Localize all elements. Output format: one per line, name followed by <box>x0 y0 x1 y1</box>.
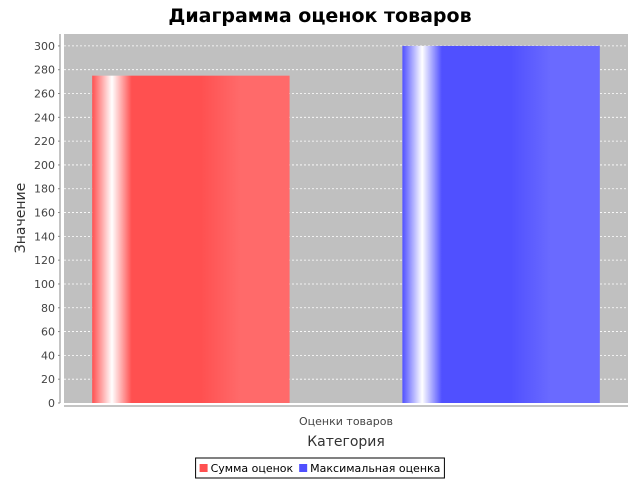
y-tick-label: 300 <box>34 40 55 53</box>
bar-sum <box>92 75 290 404</box>
y-tick-label: 80 <box>41 302 55 315</box>
legend-item: Максимальная оценка <box>299 462 440 475</box>
y-tick-label: 200 <box>34 159 55 172</box>
y-axis-label: Значение <box>13 183 29 253</box>
chart-title: Диаграмма оценок товаров <box>168 5 471 27</box>
legend-label: Сумма оценок <box>211 462 294 475</box>
y-tick-label: 100 <box>34 278 55 291</box>
x-tick-label: Оценки товаров <box>299 415 393 428</box>
y-tick-label: 20 <box>41 373 55 386</box>
y-tick-label: 180 <box>34 183 55 196</box>
legend-swatch <box>199 464 208 472</box>
bars <box>92 45 600 404</box>
y-tick-label: 0 <box>48 397 55 410</box>
x-axis: Оценки товаров <box>64 405 628 428</box>
y-tick-label: 240 <box>34 111 55 124</box>
legend-label: Максимальная оценка <box>310 462 440 475</box>
y-tick-label: 60 <box>41 326 55 339</box>
y-tick-label: 120 <box>34 254 55 267</box>
legend-swatch <box>299 464 308 472</box>
y-tick-label: 260 <box>34 88 55 101</box>
legend: Сумма оценок Максимальная оценка <box>195 457 445 479</box>
y-tick-label: 220 <box>34 135 55 148</box>
y-tick-label: 40 <box>41 349 55 362</box>
y-tick-label: 140 <box>34 230 55 243</box>
y-tick-label: 280 <box>34 64 55 77</box>
x-axis-label: Категория <box>307 434 385 450</box>
legend-item: Сумма оценок <box>199 462 294 475</box>
y-tick-label: 160 <box>34 207 55 220</box>
legend-box <box>195 457 445 479</box>
bar-max <box>402 45 600 403</box>
y-axis: 0 20 40 60 80 100 120 140 160 180 200 220 240 260 280 3… <box>34 34 61 410</box>
